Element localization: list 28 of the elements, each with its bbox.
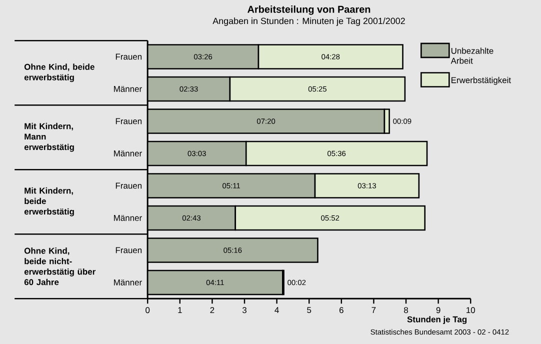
x-tick-label: 8 bbox=[404, 307, 408, 314]
x-tick-label: 2 bbox=[210, 307, 214, 314]
y-tick-label: Männer bbox=[114, 280, 142, 286]
chart-title: Arbeitsteilung von Paaren bbox=[248, 6, 370, 15]
y-tick-label: Frauen bbox=[116, 182, 142, 189]
x-axis-title: Stunden je Tag bbox=[407, 316, 467, 324]
y-tick-label: Frauen bbox=[116, 247, 142, 254]
legend-label: Unbezahlte Arbeit bbox=[450, 48, 494, 64]
x-tick-label: 4 bbox=[274, 307, 279, 313]
x-tick-label: 9 bbox=[436, 307, 440, 314]
text: Mit Kindern, beide erwerbstätig bbox=[24, 187, 74, 216]
legend-label: Erwerbstätigkeit bbox=[451, 76, 511, 85]
chart-subtitle: Angaben in Stunden : Minuten je Tag 2001/2002 bbox=[212, 18, 405, 26]
x-tick-label: 0 bbox=[146, 307, 150, 314]
x-tick-label: 10 bbox=[466, 307, 475, 314]
x-tick-label: 7 bbox=[372, 307, 376, 313]
text: Ohne Kind, beide nicht-erwerbstätig über 60 Jahre bbox=[24, 248, 96, 286]
y-tick-label: Frauen bbox=[116, 54, 142, 60]
x-tick-label: 6 bbox=[339, 307, 344, 314]
x-tick-label: 1 bbox=[178, 307, 182, 313]
x-tick-label: 5 bbox=[307, 307, 312, 314]
text: Ohne Kind, beide erwerbstätig bbox=[24, 64, 94, 82]
y-tick-label: Männer bbox=[114, 86, 142, 92]
y-tick-label: Männer bbox=[114, 150, 142, 156]
y-tick-label: Frauen bbox=[116, 118, 142, 124]
y-tick-label: Männer bbox=[114, 215, 142, 221]
x-tick-label: 3 bbox=[242, 307, 246, 314]
text: Mit Kindern, Mann erwerbstätig bbox=[24, 122, 74, 152]
